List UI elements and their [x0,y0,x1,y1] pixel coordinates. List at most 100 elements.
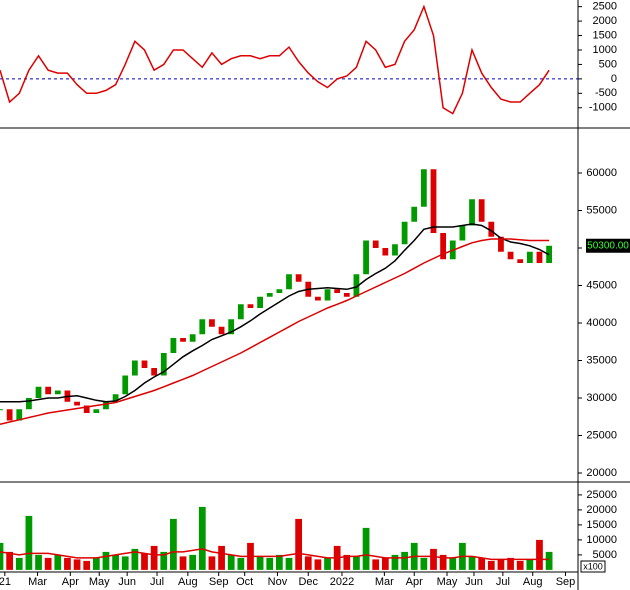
candle [112,394,119,402]
y-tick-label: 25000 [586,489,617,501]
volume-bar [516,560,524,570]
volume-bar [275,554,283,570]
volume-bar [160,551,168,570]
candle [180,338,186,342]
x-tick-label: 21 [0,576,11,588]
candle [122,375,129,395]
volume-bar [381,557,389,570]
series-line [0,238,550,426]
candle [372,240,379,248]
candle [93,409,100,413]
candle [0,409,3,411]
y-tick-label: 60000 [586,167,617,179]
x-tick-label: Dec [298,576,318,588]
volume-bar [6,551,14,570]
volume-bar [198,506,206,570]
y-tick-label: 2000 [593,15,617,27]
volume-bar [362,527,370,570]
volume-bar [64,557,71,570]
candle [209,319,215,327]
candle [469,199,475,226]
y-tick-label: -500 [595,87,617,99]
y-tick-label: 30000 [586,392,617,404]
candle [16,409,23,421]
series-line [0,223,550,403]
x-tick-label: Sep [556,576,576,588]
candle [488,221,495,237]
candle [228,319,235,335]
candle [247,304,254,308]
series-line [0,548,550,561]
volume-bar [324,557,331,570]
volume-bar [121,556,129,570]
unit-label: x100 [583,561,603,571]
candle [83,405,90,413]
volume-bar [54,554,62,570]
volume-bar [439,554,447,570]
candle [334,289,341,293]
volume-bar [15,557,23,570]
candle [420,169,427,207]
x-tick-label: Jul [496,576,510,588]
x-tick-label: Apr [62,576,79,588]
candle [517,259,524,263]
candle [459,225,466,241]
volume-bar [487,560,495,570]
candle [35,386,42,398]
last-value-label: 50300.00 [587,240,629,251]
candle [324,289,331,301]
y-tick-label: 1000 [593,44,617,56]
panel [0,169,552,426]
volume-bar [237,557,245,570]
candle [353,274,360,297]
candle [170,338,177,353]
candle [295,274,302,282]
candle [507,251,514,260]
x-tick-label: Aug [523,576,543,588]
candle [430,169,437,233]
volume-bar [430,548,437,570]
candle [478,199,485,222]
candle [54,390,61,395]
volume-bar [218,545,225,570]
volume-bar [304,556,312,570]
volume-bar [545,551,553,570]
y-tick-label: 0 [611,73,617,85]
volume-bar [73,559,81,570]
candle [526,251,533,263]
volume-bar [449,557,457,570]
volume-bar [343,554,351,570]
candle [382,248,389,256]
x-tick-label: Nov [268,576,288,588]
candle [131,360,138,376]
volume-bar [468,556,476,570]
last-value-box [586,238,630,253]
volume-bar [83,560,91,570]
candle [411,206,418,222]
volume-bar [0,542,4,570]
candle [536,251,543,263]
candle [276,289,283,293]
volume-bar [208,556,216,570]
volume-bar [227,554,235,570]
candle [257,296,263,308]
candle [363,240,369,275]
candle [343,293,350,297]
volume-bar [266,557,274,570]
volume-bar [536,539,543,570]
y-tick-label: 20000 [586,504,617,516]
volume-bar [189,554,197,570]
volume-bar [420,557,428,570]
candle [103,401,109,410]
x-tick-label: Mar [28,576,47,588]
x-tick-label: Jun [118,576,136,588]
panel [0,506,553,570]
x-tick-label: Jul [150,576,164,588]
y-tick-label: 55000 [586,204,617,216]
volume-bar [131,548,139,570]
y-tick-label: 15000 [586,519,617,531]
y-tick-label: 10000 [586,534,617,546]
candle [189,334,196,342]
x-tick-label: Aug [178,576,198,588]
volume-bar [170,518,177,570]
